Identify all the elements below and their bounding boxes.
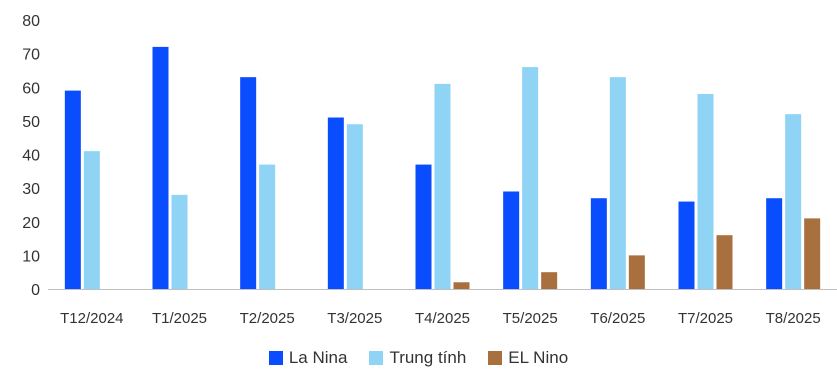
- y-tick-label: 0: [31, 282, 40, 299]
- x-tick-label: T4/2025: [415, 310, 470, 327]
- y-tick-label: 80: [22, 13, 40, 30]
- legend-label-trung-tinh: Trung tính: [389, 348, 467, 367]
- y-tick-label: 30: [22, 181, 40, 198]
- bar: [609, 77, 626, 289]
- x-tick-label: T12/2024: [60, 310, 123, 327]
- bar: [785, 114, 802, 290]
- bar: [83, 151, 100, 289]
- x-tick-label: T6/2025: [590, 310, 645, 327]
- bar: [152, 46, 169, 290]
- x-tick-label: T2/2025: [240, 310, 295, 327]
- y-tick-label: 70: [22, 47, 40, 64]
- x-tick-label: T3/2025: [327, 310, 382, 327]
- bar: [453, 282, 470, 289]
- bar: [716, 235, 733, 289]
- legend-swatch-trung-tinh: [369, 351, 384, 365]
- y-axis-labels: 0 10 20 30 40 50 60 70 80: [22, 13, 40, 299]
- legend-swatch-el-nino: [488, 351, 503, 365]
- y-tick-label: 20: [22, 215, 40, 232]
- legend-item-el-nino: EL Nino: [488, 348, 568, 368]
- bar: [240, 77, 257, 289]
- bar: [259, 164, 276, 289]
- bar: [327, 117, 344, 289]
- bar: [64, 90, 81, 289]
- bar: [346, 124, 363, 289]
- bar: [628, 255, 645, 289]
- y-tick-label: 10: [22, 248, 40, 265]
- bar: [766, 198, 783, 289]
- x-tick-label: T8/2025: [766, 310, 821, 327]
- y-tick-label: 40: [22, 148, 40, 165]
- bar: [171, 194, 188, 289]
- bars: [64, 46, 821, 290]
- bar: [415, 164, 432, 289]
- bar: [434, 83, 451, 289]
- legend-swatch-la-nina: [268, 351, 283, 365]
- legend-label-el-nino: EL Nino: [508, 348, 569, 367]
- y-tick-label: 50: [22, 114, 40, 131]
- y-tick-label: 60: [22, 80, 40, 97]
- legend-item-la-nina: La Nina: [268, 348, 348, 368]
- bar-chart: 0 10 20 30 40 50 60 70 80 T12/2024 T1/2025 T2/2025…: [22, 13, 837, 327]
- bar: [678, 201, 695, 289]
- x-tick-label: T5/2025: [503, 310, 558, 327]
- legend: La Nina Trung tính EL Nino: [0, 348, 837, 368]
- legend-item-trung-tinh: Trung tính: [369, 348, 466, 368]
- x-tick-label: T1/2025: [152, 310, 207, 327]
- bar: [541, 272, 558, 289]
- bar: [522, 67, 539, 289]
- bar: [590, 198, 607, 289]
- bar: [804, 218, 821, 289]
- x-axis-labels: T12/2024 T1/2025 T2/2025 T3/2025 T4/2025 T5/2…: [60, 310, 821, 327]
- legend-label-la-nina: La Nina: [288, 348, 348, 367]
- x-tick-label: T7/2025: [678, 310, 733, 327]
- bar: [503, 191, 520, 289]
- bar: [697, 93, 714, 289]
